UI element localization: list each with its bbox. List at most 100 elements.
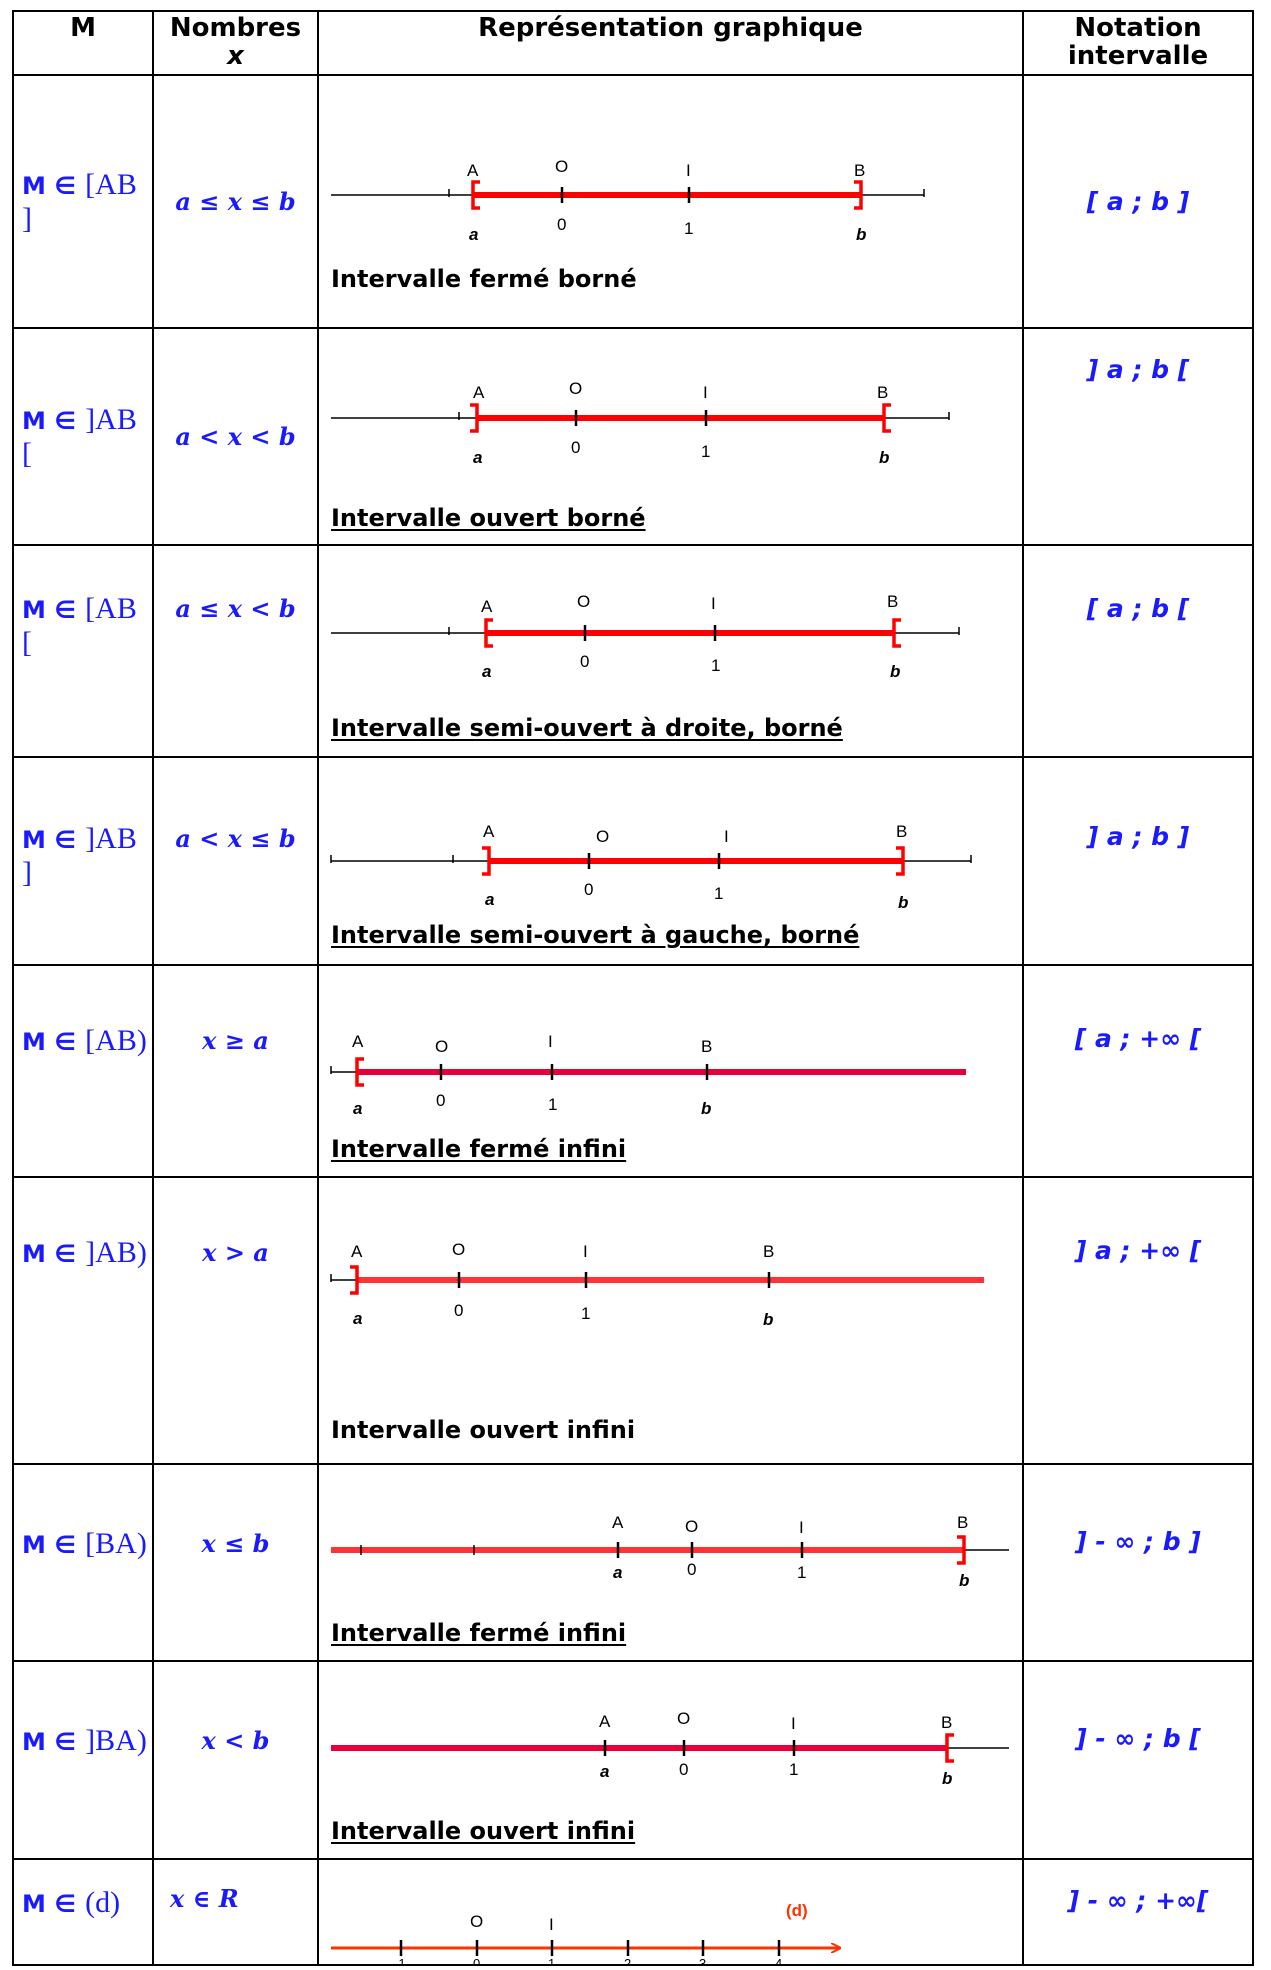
notation-cell: ] - ∞ ; b ]: [1022, 1463, 1254, 1662]
table-row: M ∈ ]AB [ a < x < b A O I B a 0 1 b: [12, 327, 1254, 546]
value-0: 0: [557, 215, 566, 234]
label-o-point: O: [470, 1912, 483, 1931]
label-b-point: B: [701, 1037, 712, 1056]
bracket-closed-left: [471, 180, 480, 210]
bracket-open-left: [350, 1265, 359, 1295]
table-row: M ∈ (d) x ∈ R O I (d) -1 0: [12, 1858, 1254, 1966]
point-set-cell: M ∈ ]BA): [12, 1660, 154, 1860]
point-set-cell: M ∈ ]AB): [12, 1176, 154, 1465]
value-0: 0: [584, 880, 593, 899]
value-0: 0: [454, 1301, 463, 1320]
label-i-point: I: [548, 1032, 553, 1051]
value-b: b: [701, 1099, 711, 1118]
label-o-point: O: [435, 1037, 448, 1056]
graph-cell: A O I B a 0 1 b Intervalle fermé borné: [317, 74, 1024, 329]
graph-cell: A O I B a 0 1 b Intervalle ouvert infini: [317, 1660, 1024, 1860]
label-i-point: I: [791, 1714, 796, 1733]
notation-cell: [ a ; b [: [1022, 544, 1254, 758]
label-o-point: O: [569, 379, 582, 398]
numbers-cell: a ≤ x < b: [152, 544, 319, 758]
interval-caption: Intervalle fermé infini: [331, 1619, 627, 1647]
value-1: 1: [714, 884, 723, 903]
m-prefix: M ∈: [22, 171, 76, 200]
label-a-point: A: [473, 383, 485, 402]
notation-cell: ] - ∞ ; +∞[: [1022, 1858, 1254, 1966]
number-line: A O I B a 0 1 b: [331, 1513, 1009, 1590]
label-b-point: B: [763, 1242, 774, 1261]
bracket-open-right: [892, 618, 901, 648]
value-1: 1: [701, 442, 710, 461]
value-a: a: [613, 1563, 622, 1582]
label-i-point: I: [549, 1915, 554, 1934]
label-a-point: A: [467, 161, 479, 180]
m-prefix: M ∈: [22, 1531, 76, 1559]
label-b-point: B: [887, 592, 898, 611]
label-o-point: O: [555, 157, 568, 176]
number-line: O I (d) -1 0 1 2 3 4: [331, 1901, 1024, 1966]
line-d-label: (d): [786, 1901, 808, 1920]
m-prefix: M ∈: [22, 826, 76, 854]
label-i-point: I: [799, 1518, 804, 1537]
m-set: [BA): [85, 1527, 147, 1560]
header-row: M Nombres x Représentation graphique Not…: [12, 10, 1254, 76]
value-b: b: [856, 225, 866, 244]
label-i-point: I: [686, 161, 691, 180]
value-1: 1: [684, 219, 693, 238]
value-1: 1: [797, 1563, 806, 1582]
number-line: A O I B a 0 1 b: [331, 1709, 1009, 1788]
interval-caption: Intervalle semi-ouvert à droite, borné: [331, 714, 843, 742]
value-0: 0: [473, 1956, 480, 1966]
number-line: A O I B a 0 1 b: [331, 379, 950, 467]
label-b-point: B: [896, 822, 907, 841]
interval-caption: Intervalle ouvert infini: [331, 1817, 636, 1845]
numbers-cell: a < x < b: [152, 327, 319, 546]
label-b-point: B: [877, 383, 888, 402]
header-graph: Représentation graphique: [317, 10, 1024, 76]
m-set: [AB ]: [22, 167, 137, 235]
notation-cell: ] a ; b [: [1022, 327, 1254, 546]
value-minus-1: -1: [394, 1956, 406, 1966]
bracket-closed-left: [484, 618, 493, 648]
m-set: ]BA): [85, 1724, 147, 1757]
label-a-point: A: [483, 822, 495, 841]
bracket-closed-right: [896, 846, 905, 876]
numbers-cell: a ≤ x ≤ b: [152, 74, 319, 329]
label-b-point: B: [941, 1713, 952, 1732]
value-2: 2: [624, 1956, 631, 1966]
label-a-point: A: [612, 1513, 624, 1532]
value-4: 4: [775, 1956, 782, 1966]
value-0: 0: [687, 1560, 696, 1579]
m-set: ]AB ]: [22, 822, 137, 889]
graph-cell: A O I B a 0 1 b Intervalle ouvert infini: [317, 1176, 1024, 1465]
point-set-cell: M ∈ [AB): [12, 964, 154, 1178]
value-b: b: [898, 893, 908, 912]
header-numbers: Nombres x: [152, 10, 319, 76]
graph-cell: O I (d) -1 0 1 2 3 4: [317, 1858, 1024, 1966]
numbers-cell: x ≥ a: [152, 964, 319, 1178]
point-set-cell: M ∈ [BA): [12, 1463, 154, 1662]
interval-caption: Intervalle ouvert borné: [331, 504, 646, 532]
number-line: A O I B a 0 1 b: [330, 1032, 966, 1118]
table-row: M ∈ ]AB) x > a A O I B a 0 1 b Intervall…: [12, 1176, 1254, 1465]
label-a-point: A: [599, 1712, 611, 1731]
bracket-open-right: [945, 1733, 954, 1763]
value-a: a: [485, 890, 494, 909]
label-o-point: O: [452, 1240, 465, 1259]
bracket-open-left: [482, 846, 491, 876]
m-prefix: M ∈: [22, 406, 76, 435]
notation-cell: [ a ; b ]: [1022, 74, 1254, 329]
m-set: ]AB [: [22, 402, 137, 470]
m-set: ]AB): [85, 1236, 147, 1269]
header-m-label: M: [70, 13, 96, 43]
label-o-point: O: [677, 1709, 690, 1728]
label-o-point: O: [577, 592, 590, 611]
value-a: a: [353, 1309, 362, 1328]
value-b: b: [763, 1310, 773, 1329]
value-b: b: [959, 1571, 969, 1590]
bracket-open-left: [470, 403, 479, 433]
label-b-point: B: [854, 161, 865, 180]
m-prefix: M ∈: [22, 1728, 76, 1756]
label-o-point: O: [596, 827, 609, 846]
label-a-point: A: [351, 1242, 363, 1261]
graph-cell: A O I B a 0 1 b Intervalle fermé infini: [317, 1463, 1024, 1662]
